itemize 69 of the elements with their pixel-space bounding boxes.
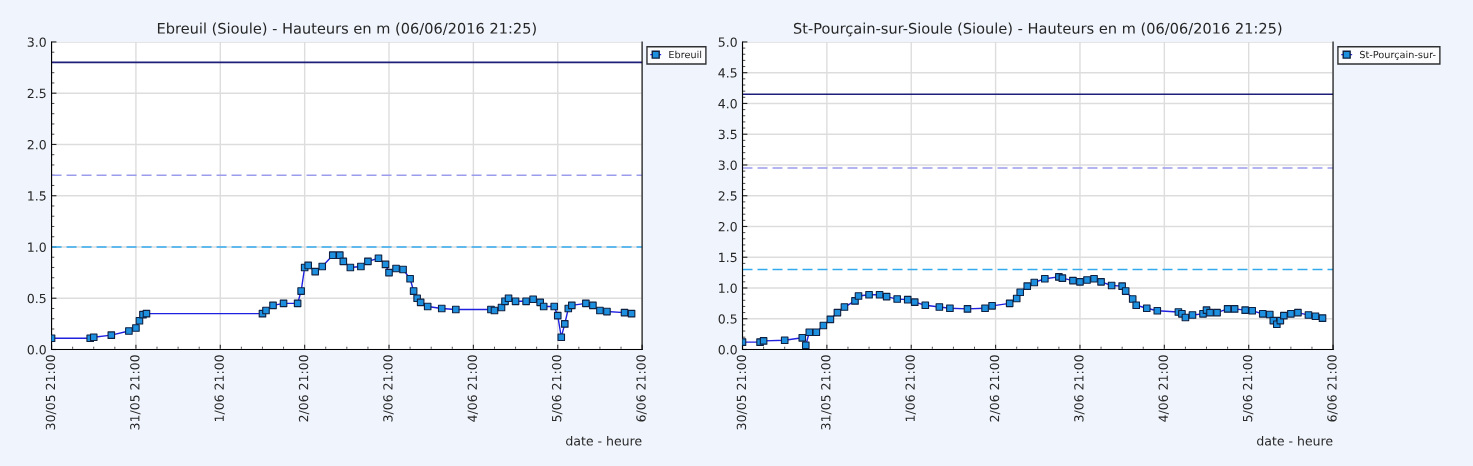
x-axis-title: date - heure [566,435,642,446]
y-tick-label: 3.0 [718,160,737,170]
point [311,267,320,276]
x-tick-label: 1/06 21:00 [905,355,916,422]
y-tick-label: 2.0 [718,221,737,232]
point [409,287,418,295]
x-tick-label: 6/06 21:00 [636,355,647,422]
x-tick-label: 3/06 21:00 [1074,355,1085,422]
x-tick-label: 30/05 21:00 [45,355,57,430]
point [357,262,365,271]
y-tick-label: 0.0 [718,344,737,355]
point [328,251,337,259]
point [560,320,569,328]
x-tick-label: 5/06 21:00 [551,355,563,422]
y-tick-label: 1.5 [28,191,46,201]
chart-title: St-Pourçain-sur-Sioule (Sioule) - Hauteurs en m (06/06/2016 21:25) [793,22,1282,37]
point [529,295,537,304]
point [107,331,116,339]
y-tick-label: 5.0 [718,37,737,47]
chart-title: Ebreuil (Sioule) - Hauteurs en m (06/06/2016 21:25) [157,22,536,36]
x-tick-label: 2/06 21:00 [989,355,1001,422]
point [553,311,562,320]
y-tick-label: 0.5 [27,293,46,304]
x-tick-label: 4/06 21:00 [467,355,478,422]
x-tick-label: 1/06 21:00 [214,355,225,422]
y-tick-label: 3.0 [27,37,46,47]
x-tick-label: 3/06 21:00 [383,355,394,422]
x-tick-label: 5/06 21:00 [1242,355,1254,422]
point [335,251,344,259]
point [135,316,144,325]
y-tick-label: 0.5 [718,314,737,324]
point [297,287,305,295]
point [550,302,559,311]
y-tick-label: 2.0 [27,139,46,150]
y-tick-label: 1.5 [719,252,737,263]
point [269,301,277,310]
y-tick-label: 4.0 [718,98,737,109]
x-axis-title: date - heure [1257,435,1333,446]
x-tick-label: 2/06 21:00 [298,355,310,422]
x-tick-label: 30/05 21:00 [736,355,748,430]
point [399,265,407,274]
y-tick-label: 0.0 [27,344,46,355]
y-tick-label: 2.5 [718,191,737,201]
y-tick-label: 3.5 [718,129,737,140]
point [318,262,327,271]
point [603,307,611,316]
point [364,257,372,266]
x-tick-label: 31/05 21:00 [821,355,832,430]
x-tick-label: 31/05 21:00 [130,355,141,430]
point [125,327,133,335]
point [262,306,270,315]
y-tick-label: 2.5 [27,88,46,99]
point [557,333,566,342]
point [437,304,446,313]
point [304,261,312,270]
legend-label: Ebreuil [669,50,702,59]
x-tick-label: 6/06 21:00 [1327,355,1338,422]
y-tick-label: 1.0 [719,283,737,293]
point [504,294,513,303]
x-tick-label: 4/06 21:00 [1158,355,1169,422]
point [589,301,597,310]
y-tick-label: 4.5 [718,68,737,78]
point [132,324,140,332]
y-tick-label: 1.0 [28,242,46,252]
point [451,305,460,314]
point [374,254,383,263]
point [406,274,414,283]
legend-label: St-Pourçain-sur- [1359,50,1436,60]
point [385,268,393,277]
